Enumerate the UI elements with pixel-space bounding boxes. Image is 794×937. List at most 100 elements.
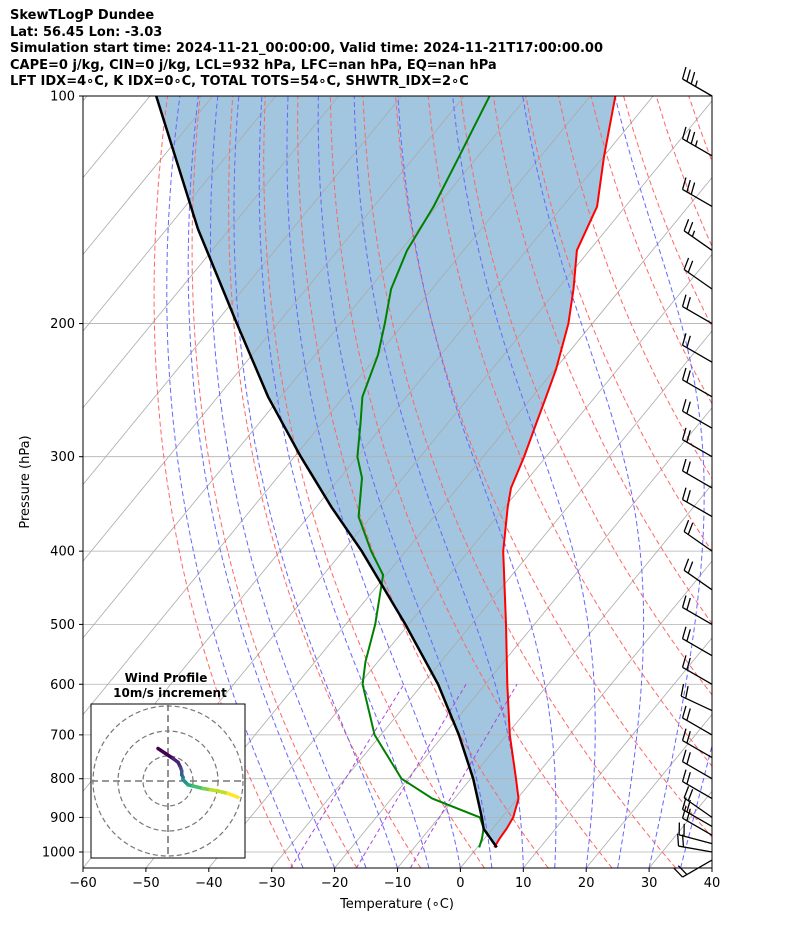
moist-adiabat <box>614 96 705 868</box>
wind-barbs <box>673 66 713 878</box>
dry-adiabat <box>721 96 794 868</box>
barb-staff <box>682 188 713 208</box>
moist-adiabat <box>353 96 524 868</box>
barb-flag <box>681 595 687 608</box>
barb-flag <box>681 806 687 819</box>
barb-flag <box>687 260 694 273</box>
cape-cin-fill <box>156 96 616 848</box>
wind-barb <box>681 728 713 759</box>
barb-staff <box>682 379 713 398</box>
x-tick-label: 20 <box>578 876 595 891</box>
stability-indices: LFT IDX=4∘C, K IDX=0∘C, TOTAL TOTS=54∘C,… <box>10 74 469 89</box>
hodograph-title: Wind Profile <box>125 671 208 685</box>
x-tick-label: 10 <box>515 876 532 891</box>
barb-staff <box>682 808 713 827</box>
barb-flag <box>686 179 691 193</box>
profile-lines <box>155 96 617 849</box>
isotherm-gridline <box>585 713 712 868</box>
barb-flag <box>681 66 687 80</box>
barb-flag <box>686 335 691 348</box>
barb-flag <box>681 655 687 668</box>
barb-flag <box>680 683 685 697</box>
barb-flag <box>677 865 688 876</box>
y-tick-label: 600 <box>50 678 75 693</box>
isotherm-gridline <box>522 637 712 868</box>
x-tick-label: −60 <box>69 876 96 891</box>
barb-flag <box>686 808 691 821</box>
barb-staff <box>683 531 713 552</box>
barb-flag <box>686 597 691 611</box>
barb-flag <box>686 752 691 765</box>
barb-flag <box>686 129 691 142</box>
y-tick-label: 1000 <box>42 845 75 860</box>
barb-flag <box>685 686 689 699</box>
barb-staff <box>682 717 713 736</box>
barb-flag <box>681 427 687 440</box>
dry-adiabat <box>263 96 485 868</box>
y-tick-label: 500 <box>50 618 75 633</box>
barb-flag <box>681 399 687 412</box>
barb-staff <box>682 859 713 878</box>
barb-flag <box>673 867 684 878</box>
barb-staff <box>682 470 713 489</box>
barb-flag <box>676 833 680 847</box>
moist-adiabat <box>397 96 557 868</box>
figure-header: SkewTLogP Dundee Lat: 56.45 Lon: -3.03 S… <box>10 8 603 91</box>
x-tick-label: 30 <box>641 876 658 891</box>
wind-barb <box>683 519 713 552</box>
barb-staff <box>683 797 713 818</box>
wind-barb <box>681 487 713 518</box>
wind-barb <box>681 126 713 157</box>
dry-adiabat <box>623 96 712 328</box>
wind-barb <box>681 626 713 657</box>
dry-adiabat <box>329 96 613 868</box>
barb-flag <box>686 799 691 813</box>
wind-barb <box>680 683 713 712</box>
wind-barb <box>673 859 713 878</box>
dry-adiabat <box>787 96 794 868</box>
barb-flag <box>686 69 691 82</box>
barb-flag <box>686 297 691 310</box>
wind-barb <box>681 367 713 398</box>
background-lines <box>83 96 794 868</box>
y-tick-label: 400 <box>50 545 75 560</box>
barb-flag <box>681 705 687 719</box>
dry-adiabat <box>427 96 712 767</box>
barb-staff <box>682 138 713 157</box>
y-tick-label: 700 <box>50 728 75 743</box>
y-axis-label: Pressure (hPa) <box>18 435 33 528</box>
mixing-ratio-line <box>290 684 405 868</box>
y-tick-label: 100 <box>50 90 75 105</box>
station-coordinates: Lat: 56.45 Lon: -3.03 <box>10 24 163 40</box>
mixing-ratio-line <box>409 684 518 868</box>
barb-staff <box>683 569 713 591</box>
barb-staff <box>682 306 713 325</box>
isotherm-gridline <box>83 96 277 332</box>
mixing-ratio-line <box>355 684 467 868</box>
moist-adiabat <box>711 866 712 868</box>
barb-flag <box>683 786 690 799</box>
barb-flag <box>681 749 687 762</box>
barb-staff <box>682 410 713 429</box>
hodograph-inset: Wind Profile 10m/s increment <box>90 671 246 859</box>
x-tick-label: 40 <box>704 876 721 891</box>
isotherm-gridline <box>83 96 591 716</box>
wind-barb <box>681 797 713 827</box>
barb-flag <box>681 367 687 381</box>
moist-adiabat <box>680 743 712 868</box>
barb-staff <box>680 695 713 712</box>
dry-adiabat <box>525 96 712 553</box>
dry-adiabat <box>754 96 794 868</box>
dry-adiabat <box>191 96 358 868</box>
barb-flag <box>686 430 691 443</box>
barb-flag <box>683 519 690 532</box>
barb-staff <box>682 817 713 836</box>
station-title: SkewTLogP Dundee <box>10 8 155 23</box>
moist-adiabat <box>166 96 304 868</box>
isotherm-gridline <box>83 96 339 409</box>
barb-flag <box>686 461 691 474</box>
x-tick-label: −40 <box>195 876 222 891</box>
dry-adiabat <box>297 96 549 868</box>
isotherm-gridline <box>775 96 794 868</box>
wind-barb <box>678 822 713 845</box>
